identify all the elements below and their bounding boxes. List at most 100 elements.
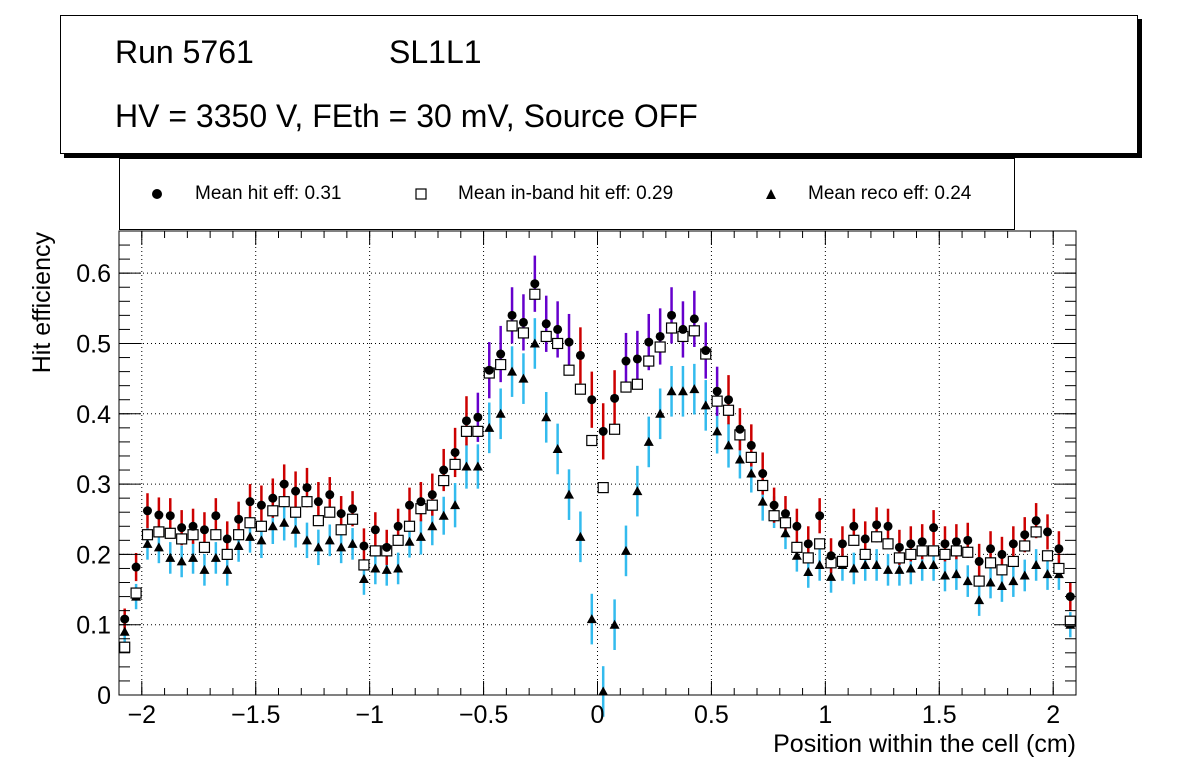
inband-point [859, 548, 871, 560]
inband-point [563, 364, 575, 376]
reco-point [586, 614, 597, 624]
hit-point [177, 523, 187, 533]
inband-point [153, 526, 165, 538]
inband-point [358, 559, 370, 571]
reco-point [689, 384, 700, 394]
reco-point [677, 386, 688, 396]
reco-point [700, 400, 711, 410]
inband-point [472, 425, 484, 437]
inband-point [506, 320, 518, 332]
reco-point [575, 531, 586, 541]
hit-point [803, 539, 813, 549]
reco-point [438, 510, 449, 520]
y-axis-title: Hit efficiency [28, 232, 56, 374]
hit-point [894, 542, 904, 552]
hit-point [165, 511, 175, 521]
inband-point [392, 534, 404, 546]
inband-point [791, 541, 803, 553]
reco-point [484, 422, 495, 432]
hit-point [473, 412, 483, 422]
reco-point [472, 461, 483, 471]
hit-point [348, 504, 358, 514]
hit-point [655, 331, 665, 341]
reco-point [370, 563, 381, 573]
reco-point [199, 564, 210, 574]
markers [119, 279, 1076, 696]
reco-point [210, 552, 221, 562]
hit-point [507, 310, 517, 320]
inband-point [1041, 550, 1054, 562]
hit-point [564, 337, 574, 347]
inband-point [893, 552, 906, 564]
inband-point [540, 330, 552, 343]
reco-point [791, 550, 802, 560]
reco-point [939, 570, 950, 580]
reco-point [495, 408, 506, 418]
reco-point [632, 486, 643, 496]
inband-point [688, 325, 700, 337]
hit-point [1008, 539, 1018, 549]
reco-point [917, 559, 928, 569]
x-tick-label: 1.5 [922, 701, 957, 729]
reco-point [427, 521, 438, 531]
legend-triangle-marker [766, 189, 776, 199]
inband-point [198, 541, 211, 553]
hit-point [222, 534, 232, 544]
hit-point [1043, 527, 1053, 537]
hit-point [131, 562, 141, 572]
reco-point [826, 571, 837, 581]
hit-point [450, 447, 460, 457]
inband-point [973, 575, 985, 587]
hit-point [997, 549, 1007, 559]
reco-point [780, 528, 791, 538]
hit-point [724, 395, 734, 405]
inband-point [620, 381, 632, 393]
hit-point [872, 520, 882, 530]
reco-point [142, 538, 153, 548]
hit-point [142, 506, 152, 516]
hit-point [496, 349, 506, 359]
hit-point [621, 356, 631, 366]
reco-point [176, 556, 187, 566]
hit-point [701, 346, 711, 356]
hit-point [689, 314, 699, 324]
inband-point [529, 288, 541, 300]
reco-point [996, 581, 1007, 591]
hit-point [1031, 516, 1041, 526]
hit-point [929, 523, 939, 533]
hit-point [883, 521, 893, 531]
hit-point [758, 469, 768, 479]
inband-point [426, 499, 438, 511]
reco-point [620, 545, 631, 555]
inband-point [187, 529, 199, 541]
y-tick-label: 0 [97, 682, 111, 710]
y-tick-label: 0.4 [76, 401, 111, 429]
reco-point [803, 566, 814, 576]
reco-point [279, 517, 290, 527]
layer-label: SL1L1 [389, 34, 482, 70]
conditions-label: HV = 3350 V, FEth = 30 mV, Source OFF [115, 98, 698, 134]
reco-point [301, 535, 312, 545]
inband-point [711, 395, 723, 407]
reco-point [119, 626, 130, 636]
reco-point [1042, 569, 1053, 579]
reco-point [153, 542, 164, 552]
x-tick-label: −0.5 [459, 701, 508, 729]
inband-point [324, 506, 336, 518]
reco-point [245, 531, 256, 541]
hit-point [826, 551, 836, 561]
reco-point [518, 373, 529, 383]
reco-point [860, 559, 871, 569]
y-tick-label: 0.2 [76, 541, 111, 569]
hit-point [553, 324, 563, 334]
hit-point [268, 493, 278, 503]
inband-point [745, 451, 757, 463]
inband-point [517, 327, 530, 339]
inband-point [1007, 555, 1019, 568]
hit-point [120, 614, 130, 624]
x-tick-label: 1 [818, 701, 832, 729]
hit-point [234, 514, 244, 524]
reco-point [313, 542, 324, 552]
reco-point [381, 564, 392, 574]
